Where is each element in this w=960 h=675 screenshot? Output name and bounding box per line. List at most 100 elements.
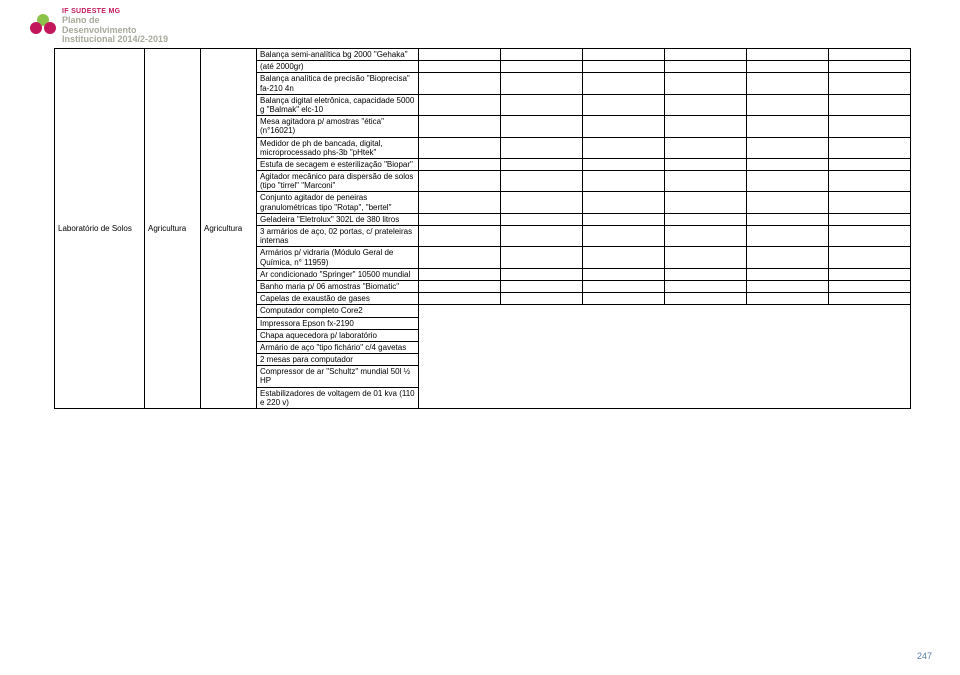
empty-cell xyxy=(747,73,829,94)
empty-cell xyxy=(501,192,583,213)
empty-cell xyxy=(501,49,583,61)
logo-icon xyxy=(30,14,56,40)
cell-desc: Medidor de ph de bancada, digital, micro… xyxy=(257,137,419,158)
empty-cell xyxy=(419,268,501,280)
cell-desc: Balança analítica de precisão "Bioprecis… xyxy=(257,73,419,94)
empty-cell xyxy=(501,247,583,268)
empty-cell xyxy=(583,293,665,305)
empty-cell xyxy=(747,280,829,292)
empty-cell xyxy=(419,61,501,73)
cell-lab: Laboratório de Solos xyxy=(55,49,145,409)
empty-cell xyxy=(583,226,665,247)
cell-desc: Ar condicionado "Springer" 10500 mundial xyxy=(257,268,419,280)
equipment-table-wrap: Laboratório de SolosAgriculturaAgricultu… xyxy=(54,48,910,409)
empty-cell xyxy=(419,49,501,61)
empty-cell xyxy=(829,171,911,192)
empty-cell xyxy=(829,116,911,137)
table-row: Laboratório de SolosAgriculturaAgricultu… xyxy=(55,49,911,61)
empty-cell xyxy=(747,213,829,225)
cell-desc: Balança digital eletrônica, capacidade 5… xyxy=(257,94,419,115)
empty-cell xyxy=(583,73,665,94)
empty-cell xyxy=(583,213,665,225)
empty-cell xyxy=(419,116,501,137)
empty-cell xyxy=(829,73,911,94)
empty-cell xyxy=(419,226,501,247)
empty-cell xyxy=(829,247,911,268)
empty-cell xyxy=(665,49,747,61)
empty-cell xyxy=(747,293,829,305)
cell-desc: Conjunto agitador de peneiras granulomét… xyxy=(257,192,419,213)
empty-cell xyxy=(501,137,583,158)
empty-cell xyxy=(665,137,747,158)
empty-cell xyxy=(501,213,583,225)
cell-desc: Chapa aquecedora p/ laboratório xyxy=(257,329,419,341)
empty-cell xyxy=(665,61,747,73)
empty-cell xyxy=(829,213,911,225)
cell-desc: 2 mesas para computador xyxy=(257,354,419,366)
empty-cell xyxy=(419,280,501,292)
cell-desc: Banho maria p/ 06 amostras "Biomatic" xyxy=(257,280,419,292)
empty-cell xyxy=(747,268,829,280)
empty-cell xyxy=(665,268,747,280)
empty-cell xyxy=(501,268,583,280)
equipment-table: Laboratório de SolosAgriculturaAgricultu… xyxy=(54,48,911,409)
empty-cell xyxy=(583,94,665,115)
empty-cell xyxy=(501,94,583,115)
empty-cell xyxy=(583,171,665,192)
cell-desc: Geladeira "Eletrolux" 302L de 380 litros xyxy=(257,213,419,225)
empty-cell xyxy=(501,73,583,94)
empty-cell xyxy=(501,280,583,292)
empty-cell xyxy=(665,293,747,305)
empty-cell xyxy=(747,171,829,192)
empty-cell xyxy=(583,158,665,170)
cell-desc: Mesa agitadora p/ amostras "ética" (n°16… xyxy=(257,116,419,137)
empty-cell xyxy=(747,49,829,61)
empty-cell xyxy=(501,171,583,192)
empty-cell xyxy=(665,94,747,115)
empty-cell xyxy=(829,280,911,292)
empty-cell xyxy=(665,192,747,213)
empty-cell xyxy=(747,137,829,158)
empty-cell xyxy=(583,247,665,268)
empty-cell xyxy=(747,61,829,73)
empty-cell xyxy=(501,226,583,247)
empty-cell xyxy=(501,293,583,305)
empty-cell xyxy=(583,268,665,280)
empty-cell xyxy=(419,192,501,213)
empty-cell xyxy=(829,192,911,213)
empty-cell xyxy=(419,137,501,158)
empty-cell xyxy=(583,137,665,158)
empty-cell xyxy=(665,226,747,247)
empty-cell xyxy=(419,247,501,268)
cell-desc: Capelas de exaustão de gases xyxy=(257,293,419,305)
empty-cell xyxy=(665,158,747,170)
empty-cell xyxy=(665,171,747,192)
empty-cell xyxy=(501,61,583,73)
cell-desc: Estufa de secagem e esterilização "Biopa… xyxy=(257,158,419,170)
cell-desc: Estabilizadores de voltagem de 01 kva (1… xyxy=(257,387,419,408)
empty-cell xyxy=(419,213,501,225)
page-number: 247 xyxy=(917,651,932,661)
empty-cell xyxy=(665,213,747,225)
empty-cell xyxy=(829,94,911,115)
empty-cell xyxy=(747,247,829,268)
empty-cell xyxy=(665,116,747,137)
empty-cell xyxy=(747,158,829,170)
cell-desc: Compressor de ar "Schultz" mundial 50l ½… xyxy=(257,366,419,387)
empty-cell xyxy=(419,293,501,305)
cell-desc: 3 armários de aço, 02 portas, c/ pratele… xyxy=(257,226,419,247)
empty-cell xyxy=(829,226,911,247)
empty-cell xyxy=(583,49,665,61)
empty-cell xyxy=(747,94,829,115)
empty-cell xyxy=(829,49,911,61)
cell-agr2: Agricultura xyxy=(201,49,257,409)
cell-desc: Balança semi-analítica bg 2000 "Gehaka" xyxy=(257,49,419,61)
empty-cell xyxy=(665,73,747,94)
cell-desc: Agitador mecânico para dispersão de solo… xyxy=(257,171,419,192)
cell-desc: Armários p/ vidraria (Módulo Geral de Qu… xyxy=(257,247,419,268)
empty-cell xyxy=(747,116,829,137)
empty-cell xyxy=(829,268,911,280)
empty-cell xyxy=(419,171,501,192)
empty-cell xyxy=(829,61,911,73)
empty-cell xyxy=(665,280,747,292)
